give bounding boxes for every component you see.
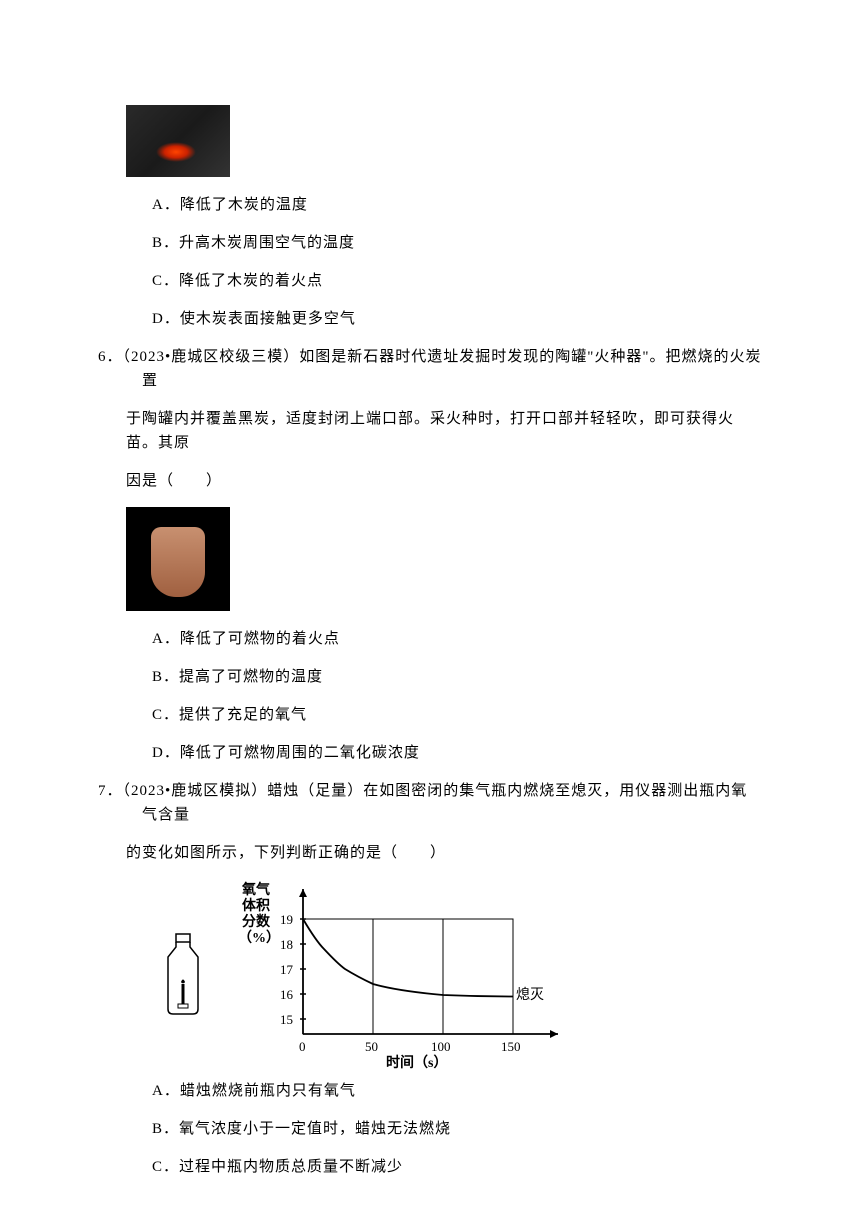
- extinguish-label: 熄灭: [516, 986, 544, 1003]
- ytick-16: 16: [280, 987, 294, 1002]
- q6-source: （2023•鹿城区校级三模）: [123, 349, 300, 365]
- q5-option-a: A．降低了木炭的温度: [152, 193, 762, 217]
- xtick-150: 150: [501, 1039, 521, 1054]
- ytick-19: 19: [280, 912, 293, 927]
- chart-ylabel-3: 分数: [242, 913, 271, 930]
- chart-ylabel-2: 体积: [242, 897, 270, 914]
- q6-option-c: C．提供了充足的氧气: [152, 703, 762, 727]
- xtick-100: 100: [431, 1039, 451, 1054]
- q7-option-b: B．氧气浓度小于一定值时，蜡烛无法燃烧: [152, 1117, 762, 1141]
- chart-curve: [303, 919, 513, 997]
- q6-number: 6．: [98, 349, 123, 365]
- oxygen-chart: 氧气 体积 分数 （%） 19 18 17 16 15 0 50 100 150…: [238, 879, 578, 1069]
- bottle-icon: [158, 929, 208, 1019]
- q7-line2: 的变化如图所示，下列判断正确的是（ ）: [126, 841, 762, 865]
- q7-source: （2023•鹿城区模拟）: [123, 783, 268, 799]
- chart-xlabel: 时间（s）: [386, 1054, 447, 1069]
- q6-line3: 因是（ ）: [126, 469, 762, 493]
- chart-ylabel-1: 氧气: [241, 881, 270, 898]
- ytick-17: 17: [280, 962, 294, 977]
- q7-number: 7．: [98, 783, 123, 799]
- q6-text: 6．（2023•鹿城区校级三模）如图是新石器时代遗址发掘时发现的陶罐"火种器"。…: [98, 345, 762, 393]
- q7-option-a: A．蜡烛燃烧前瓶内只有氧气: [152, 1079, 762, 1103]
- pot-image: [126, 507, 230, 611]
- chart-ylabel-4: （%）: [238, 930, 280, 946]
- q6-option-d: D．降低了可燃物周围的二氧化碳浓度: [152, 741, 762, 765]
- ytick-18: 18: [280, 937, 293, 952]
- chart-container: 氧气 体积 分数 （%） 19 18 17 16 15 0 50 100 150…: [158, 879, 762, 1069]
- q7-text: 7．（2023•鹿城区模拟）蜡烛（足量）在如图密闭的集气瓶内燃烧至熄灭，用仪器测…: [98, 779, 762, 827]
- q6-option-b: B．提高了可燃物的温度: [152, 665, 762, 689]
- q5-option-b: B．升高木炭周围空气的温度: [152, 231, 762, 255]
- q7-option-c: C．过程中瓶内物质总质量不断减少: [152, 1155, 762, 1179]
- q5-option-c: C．降低了木炭的着火点: [152, 269, 762, 293]
- q6-option-a: A．降低了可燃物的着火点: [152, 627, 762, 651]
- xtick-50: 50: [365, 1039, 378, 1054]
- charcoal-image: [126, 105, 230, 177]
- xtick-0: 0: [299, 1039, 306, 1054]
- q5-option-d: D．使木炭表面接触更多空气: [152, 307, 762, 331]
- ytick-15: 15: [280, 1012, 293, 1027]
- q6-line2: 于陶罐内并覆盖黑炭，适度封闭上端口部。采火种时，打开口部并轻轻吹，即可获得火苗。…: [126, 407, 762, 455]
